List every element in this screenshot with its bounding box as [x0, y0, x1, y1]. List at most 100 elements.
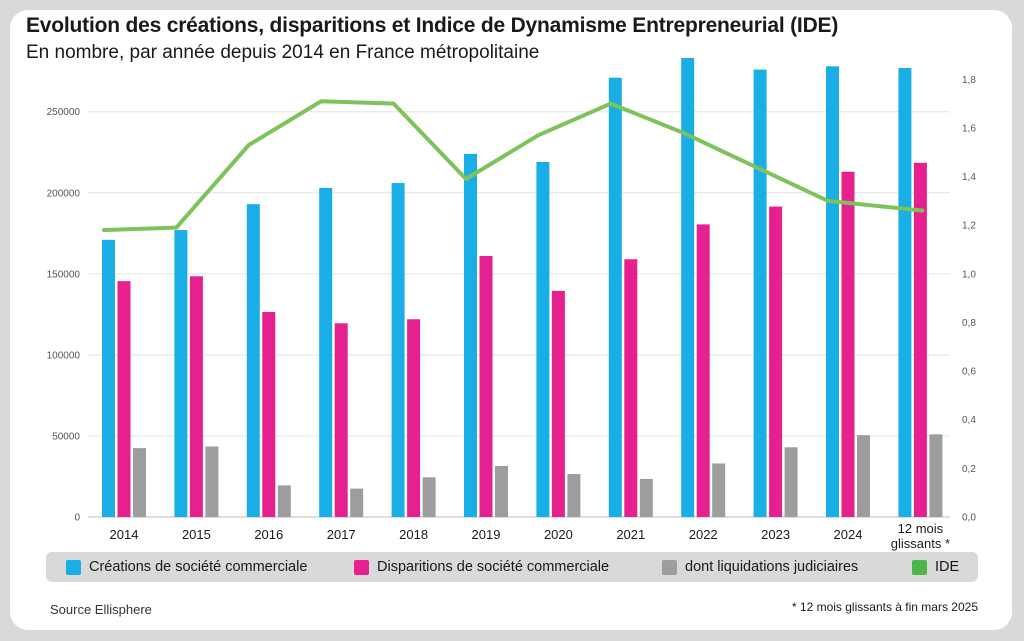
ide-line-series [102, 99, 925, 233]
x-tick-label-line: 2020 [544, 527, 573, 542]
y-right-tick-label: 0,6 [962, 367, 976, 378]
bar [205, 446, 219, 517]
bar [133, 448, 146, 517]
bar [898, 67, 912, 518]
y-right-tick-label: 0,8 [962, 318, 976, 329]
chart-subtitle: En nombre, par année depuis 2014 en Fran… [26, 42, 540, 63]
y-left-tick-label: 100000 [47, 350, 81, 361]
legend-label-disparitions: Disparitions de société commerciale [377, 559, 610, 575]
y-right-tick-label: 1,6 [962, 123, 976, 134]
x-tick-label-line: 2021 [616, 527, 645, 542]
x-tick-label: 2018 [399, 527, 428, 542]
legend-swatch-ide [912, 559, 927, 575]
bar [567, 474, 581, 517]
legend-label-creations: Créations de société commerciale [89, 559, 308, 575]
bar [857, 435, 870, 517]
bar [407, 319, 421, 517]
footnote: * 12 mois glissants à fin mars 2025 [791, 600, 978, 614]
bar [391, 183, 405, 517]
bar [929, 434, 943, 517]
y-right-tick-label: 0,4 [962, 415, 976, 426]
bar [712, 463, 726, 517]
bar [350, 488, 364, 517]
x-tick-label-line: 2024 [834, 527, 863, 542]
bar [262, 311, 276, 517]
y-left-tick-label: 250000 [47, 107, 81, 118]
ide-line [102, 99, 925, 233]
y-right-tick-label: 1,0 [962, 269, 976, 280]
bar [189, 276, 203, 517]
bar [681, 58, 695, 517]
x-tick-label: 2017 [327, 527, 356, 542]
legend: Créations de société commerciale Dispari… [46, 552, 978, 582]
legend-label-liquidations: dont liquidations judiciaires [685, 559, 859, 575]
x-tick-label-line: 2018 [399, 527, 428, 542]
y-axis-left: 0 50000 100000 150000 200000 250000 [47, 107, 81, 523]
legend-swatch-creations [66, 559, 81, 575]
x-tick-label: 12 mois glissants * [891, 521, 950, 551]
x-tick-label-line: 2019 [472, 527, 501, 542]
x-tick-label: 2016 [254, 527, 283, 542]
y-right-tick-label: 1,8 [962, 75, 976, 86]
x-tick-label: 2020 [544, 527, 573, 542]
legend-item-ide: IDE [912, 552, 959, 582]
y-right-tick-label: 0,0 [962, 513, 976, 524]
bar [639, 478, 653, 517]
x-tick-label: 2015 [182, 527, 211, 542]
bar [826, 66, 839, 518]
y-left-tick-label: 0 [74, 513, 80, 524]
bar [495, 465, 508, 517]
bar [479, 256, 493, 517]
bar [769, 206, 783, 517]
x-tick-label-line: 2014 [110, 527, 139, 542]
legend-swatch-disparitions [354, 559, 369, 575]
x-tick-label: 2022 [689, 527, 718, 542]
x-tick-label-line: 12 mois [898, 521, 944, 536]
bar [753, 69, 767, 517]
x-tick-label-line: glissants * [891, 536, 950, 551]
bar [551, 290, 565, 517]
x-tick-label: 2014 [110, 527, 139, 542]
bar [536, 161, 550, 517]
bar [319, 187, 333, 517]
legend-swatch-liquidations [662, 559, 677, 575]
bar [246, 204, 260, 517]
bar [696, 224, 710, 517]
x-tick-label: 2019 [472, 527, 501, 542]
y-left-tick-label: 50000 [52, 431, 80, 442]
bar [277, 485, 291, 517]
bar [174, 230, 188, 518]
x-tick-label: 2023 [761, 527, 790, 542]
legend-item-disparitions: Disparitions de société commerciale [354, 552, 609, 582]
y-left-tick-label: 150000 [47, 269, 81, 280]
x-tick-label-line: 2016 [254, 527, 283, 542]
y-right-tick-label: 1,2 [962, 221, 976, 232]
x-tick-label-line: 2022 [689, 527, 718, 542]
bar [608, 77, 622, 518]
bar [102, 239, 115, 518]
y-right-tick-label: 0,2 [962, 464, 976, 475]
x-tick-label: 2024 [834, 527, 863, 542]
x-tick-label-line: 2015 [182, 527, 211, 542]
y-axis-right: 0,0 0,2 0,4 0,6 0,8 1,0 1,2 1,4 1,6 1,8 [962, 75, 976, 524]
bar [117, 281, 131, 517]
bar [784, 447, 798, 517]
source-note: Source Ellisphere [50, 602, 152, 617]
bar-series [102, 58, 943, 518]
chart-title: Evolution des créations, disparitions et… [26, 14, 839, 37]
y-right-tick-label: 1,4 [962, 172, 976, 183]
bar [334, 323, 348, 517]
y-left-tick-label: 200000 [47, 188, 81, 199]
legend-item-liquidations: dont liquidations judiciaires [662, 552, 858, 582]
x-axis: 2014 2015 2016 2017 2018 2019 2020 2021 2022 2023… [110, 521, 950, 551]
bar [464, 153, 477, 517]
legend-label-ide: IDE [935, 559, 960, 575]
bar [913, 162, 927, 518]
bar [841, 171, 855, 517]
bar [422, 477, 436, 517]
x-tick-label-line: 2023 [761, 527, 790, 542]
x-tick-label-line: 2017 [327, 527, 356, 542]
x-tick-label: 2021 [616, 527, 645, 542]
bar [624, 259, 638, 517]
